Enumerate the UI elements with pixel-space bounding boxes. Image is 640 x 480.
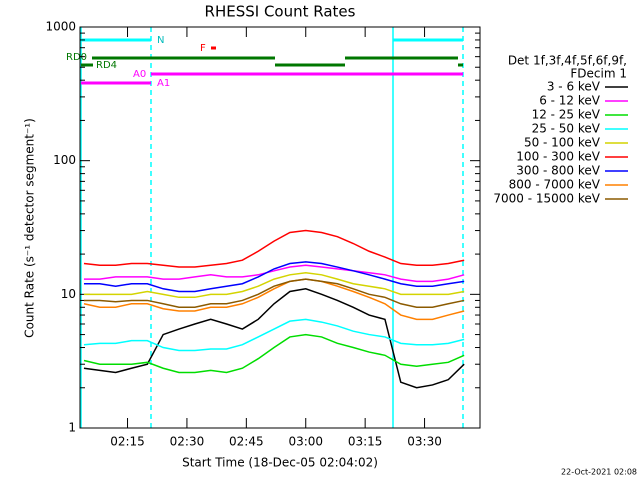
legend-title: FDecim 1 xyxy=(570,67,627,81)
x-tick-label: 03:15 xyxy=(348,435,383,449)
flag-labels: N F RD0 RD4 A0 A1 xyxy=(66,35,206,89)
y-tick-label: 1000 xyxy=(45,20,76,34)
flag-bars xyxy=(81,38,463,85)
legend-label: 6 - 12 keV xyxy=(539,94,601,108)
x-tick-label: 02:15 xyxy=(110,435,145,449)
series-line xyxy=(83,333,465,374)
legend-label: 7000 - 15000 keV xyxy=(493,192,600,206)
x-tick-label: 02:45 xyxy=(229,435,264,449)
x-axis-label: Start Time (18-Dec-05 02:04:02) xyxy=(182,456,378,470)
legend-title: Det 1f,3f,4f,5f,6f,9f, xyxy=(508,54,627,68)
legend-label: 50 - 100 keV xyxy=(524,136,601,150)
x-tick-label: 03:30 xyxy=(407,435,442,449)
time-markers xyxy=(80,27,464,428)
flag-label: RD0 xyxy=(66,52,87,63)
series-line xyxy=(83,278,465,309)
series-line xyxy=(83,318,465,352)
plot-frame xyxy=(79,26,481,429)
series-line xyxy=(83,272,465,299)
x-tick-label: 02:30 xyxy=(170,435,205,449)
series-line xyxy=(83,261,465,293)
y-tick-label: 10 xyxy=(61,287,76,301)
y-tick-label: 100 xyxy=(53,153,76,167)
legend-label: 800 - 7000 keV xyxy=(509,178,601,192)
series-line xyxy=(83,264,465,283)
legend-label: 3 - 6 keV xyxy=(547,80,601,94)
chart-title: RHESSI Count Rates xyxy=(205,3,356,21)
flag-label: A1 xyxy=(157,78,170,89)
legend-label: 300 - 800 keV xyxy=(516,164,600,178)
legend-label: 12 - 25 keV xyxy=(532,108,601,122)
flag-label: RD4 xyxy=(96,60,117,71)
series-line xyxy=(83,278,465,321)
legend-label: 100 - 300 keV xyxy=(516,150,600,164)
flag-label: N xyxy=(157,35,164,46)
flag-label: A0 xyxy=(133,69,146,80)
y-axis-label: Count Rate (s⁻¹ detector segment⁻¹) xyxy=(23,118,37,338)
x-tick-label: 03:00 xyxy=(288,435,323,449)
y-tick-label: 1 xyxy=(68,421,76,435)
flag-label: F xyxy=(200,43,206,54)
legend-label: 25 - 50 keV xyxy=(532,122,601,136)
series-line xyxy=(83,288,465,389)
footer: 22-Oct-2021 02:08 xyxy=(561,468,637,477)
series-line xyxy=(83,229,465,268)
